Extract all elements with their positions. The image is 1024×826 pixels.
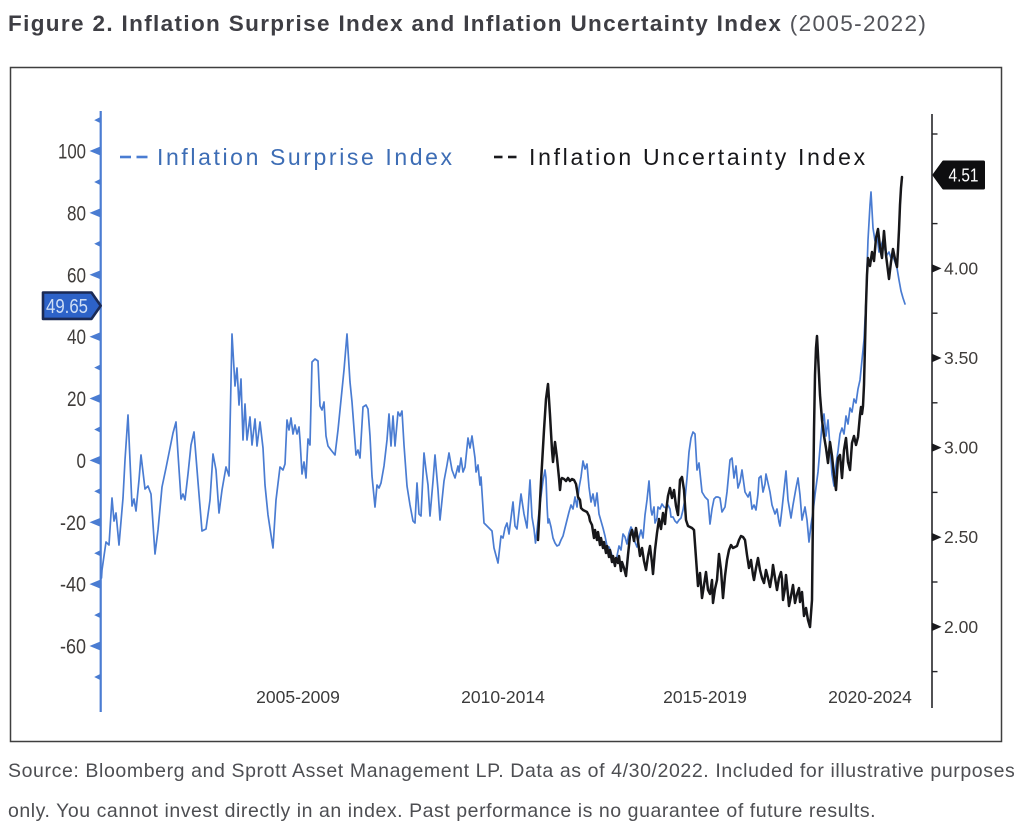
svg-text:4.51: 4.51 [949, 166, 979, 186]
svg-text:2005-2009: 2005-2009 [256, 687, 340, 707]
svg-text:60: 60 [67, 263, 86, 287]
svg-text:80: 80 [67, 201, 86, 225]
svg-text:Inflation Uncertainty Index: Inflation Uncertainty Index [529, 144, 868, 170]
svg-text:Source: Bloomberg and Sprott A: Source: Bloomberg and Sprott Asset Manag… [8, 760, 1015, 782]
svg-text:3.00: 3.00 [944, 438, 978, 458]
svg-text:4.00: 4.00 [944, 258, 978, 278]
svg-text:100: 100 [58, 140, 86, 164]
svg-text:0: 0 [77, 449, 87, 473]
svg-text:2015-2019: 2015-2019 [663, 687, 747, 707]
svg-text:Inflation Surprise Index: Inflation Surprise Index [157, 144, 455, 170]
svg-text:2.00: 2.00 [944, 617, 978, 637]
svg-text:40: 40 [67, 325, 86, 349]
svg-text:20: 20 [67, 387, 86, 411]
svg-text:2.50: 2.50 [944, 527, 978, 547]
svg-text:Figure 2. Inflation Surprise I: Figure 2. Inflation Surprise Index and I… [8, 11, 927, 36]
svg-text:-40: -40 [60, 573, 86, 597]
svg-text:-20: -20 [60, 511, 86, 535]
svg-text:2020-2024: 2020-2024 [828, 687, 912, 707]
svg-text:-60: -60 [60, 635, 86, 659]
svg-text:only. You cannot invest direct: only. You cannot invest directly in an i… [8, 800, 876, 822]
svg-text:2010-2014: 2010-2014 [461, 687, 545, 707]
svg-text:3.50: 3.50 [944, 348, 978, 368]
svg-text:49.65: 49.65 [46, 295, 88, 318]
